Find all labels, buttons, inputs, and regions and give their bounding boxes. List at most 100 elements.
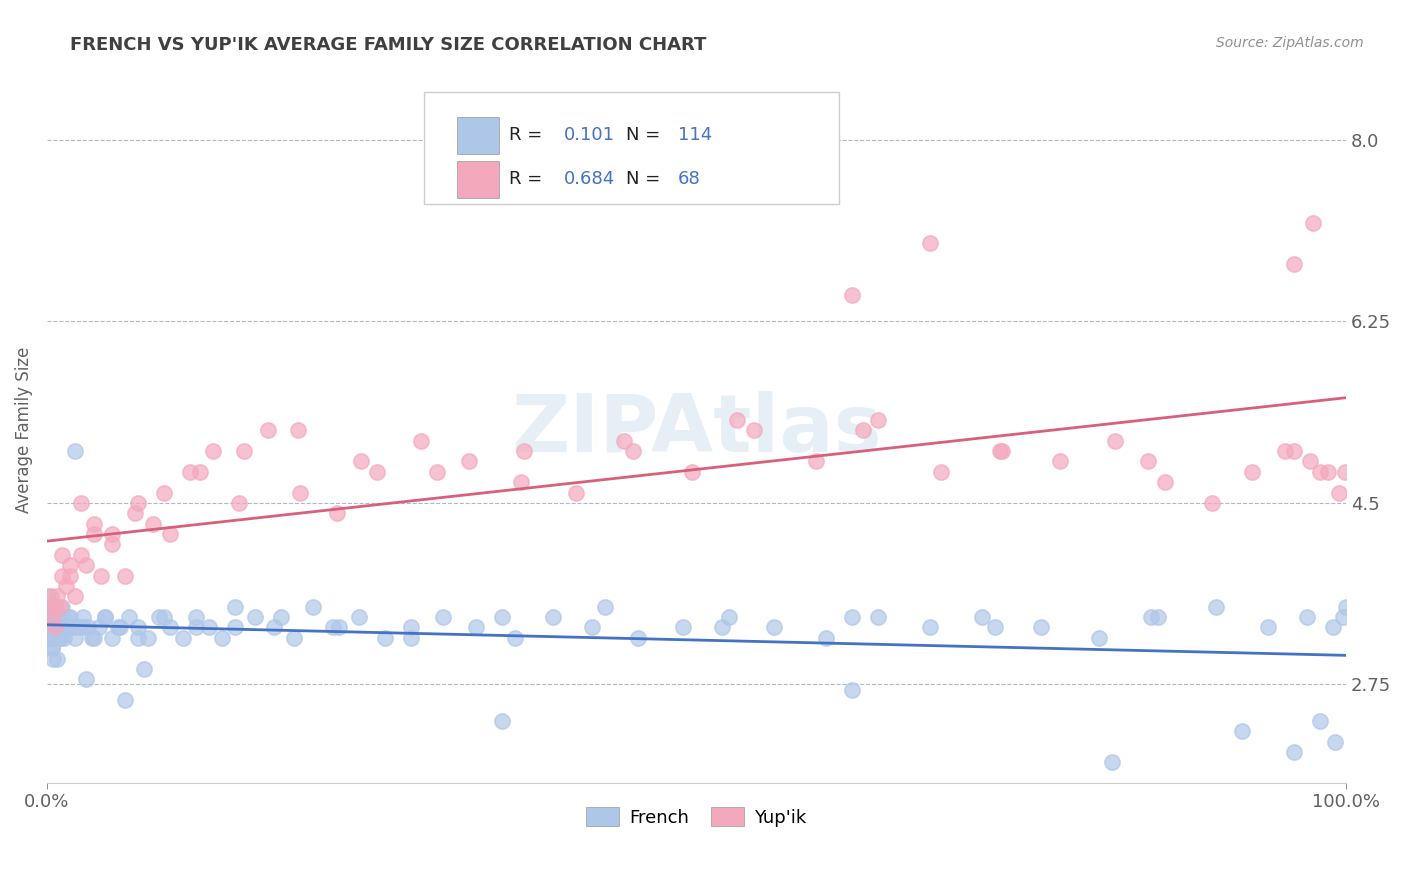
Point [1201,496,1223,510]
Point [1274,444,1296,458]
Point [1241,465,1264,479]
Point [682,465,704,479]
Point [179,465,201,479]
Point [228,496,250,510]
Point [1049,454,1071,468]
Point [37,620,59,634]
Point [374,631,396,645]
Point [399,620,422,634]
Point [224,599,246,614]
Point [202,444,225,458]
Point [1322,620,1344,634]
Point [1137,454,1160,468]
Point [188,465,211,479]
Text: N =: N = [626,127,666,145]
Point [39,610,62,624]
Point [127,496,149,510]
Point [186,620,208,634]
Point [46,620,69,634]
Point [69,548,91,562]
Point [39,631,62,645]
Point [613,434,636,448]
Point [83,527,105,541]
Point [49,631,72,645]
Point [627,631,650,645]
Point [45,599,67,614]
Point [432,610,454,624]
Point [77,620,100,634]
Text: 68: 68 [678,170,702,188]
Point [322,620,344,634]
Point [1140,610,1163,624]
Point [868,413,890,427]
Point [742,423,765,437]
Point [1154,475,1177,490]
Point [211,631,233,645]
Point [224,620,246,634]
Point [270,610,292,624]
Text: R =: R = [509,170,548,188]
Point [55,620,77,634]
Point [287,423,309,437]
Point [1029,620,1052,634]
Text: 0.684: 0.684 [564,170,616,188]
Point [94,610,117,624]
Point [717,610,740,624]
Point [39,620,62,634]
Point [65,631,87,645]
Point [621,444,644,458]
Point [51,599,73,614]
Point [142,516,165,531]
Point [42,610,65,624]
Point [1309,714,1331,728]
Point [920,236,942,251]
Point [41,631,63,645]
Point [510,475,533,490]
Point [75,673,97,687]
Point [458,454,481,468]
Point [48,631,70,645]
Point [46,651,69,665]
Point [101,527,124,541]
Point [491,610,513,624]
Point [101,537,124,551]
Point [186,610,208,624]
Point [44,631,66,645]
Point [49,631,72,645]
Text: 0.101: 0.101 [564,127,614,145]
Point [1088,631,1111,645]
Point [543,610,565,624]
Point [325,506,347,520]
Text: 114: 114 [678,127,713,145]
FancyBboxPatch shape [423,92,839,204]
Point [1282,745,1305,759]
Point [920,620,942,634]
Point [59,568,82,582]
Point [1329,485,1351,500]
Point [44,620,66,634]
Point [67,620,90,634]
Point [804,454,827,468]
Point [75,558,97,573]
Point [38,631,60,645]
Legend: French, Yup'ik: French, Yup'ik [579,800,814,834]
Point [101,631,124,645]
Point [62,620,84,634]
Point [108,620,131,634]
Point [59,610,82,624]
Point [159,620,181,634]
Point [87,620,110,634]
Point [148,610,170,624]
Point [51,620,73,634]
Text: ZIPAtlas: ZIPAtlas [510,392,882,469]
Point [51,610,73,624]
Point [399,631,422,645]
Point [37,631,59,645]
Point [984,620,1007,634]
Point [41,641,63,656]
Point [1333,465,1355,479]
Point [114,568,136,582]
Text: R =: R = [509,127,548,145]
Point [37,610,59,624]
Point [49,620,72,634]
